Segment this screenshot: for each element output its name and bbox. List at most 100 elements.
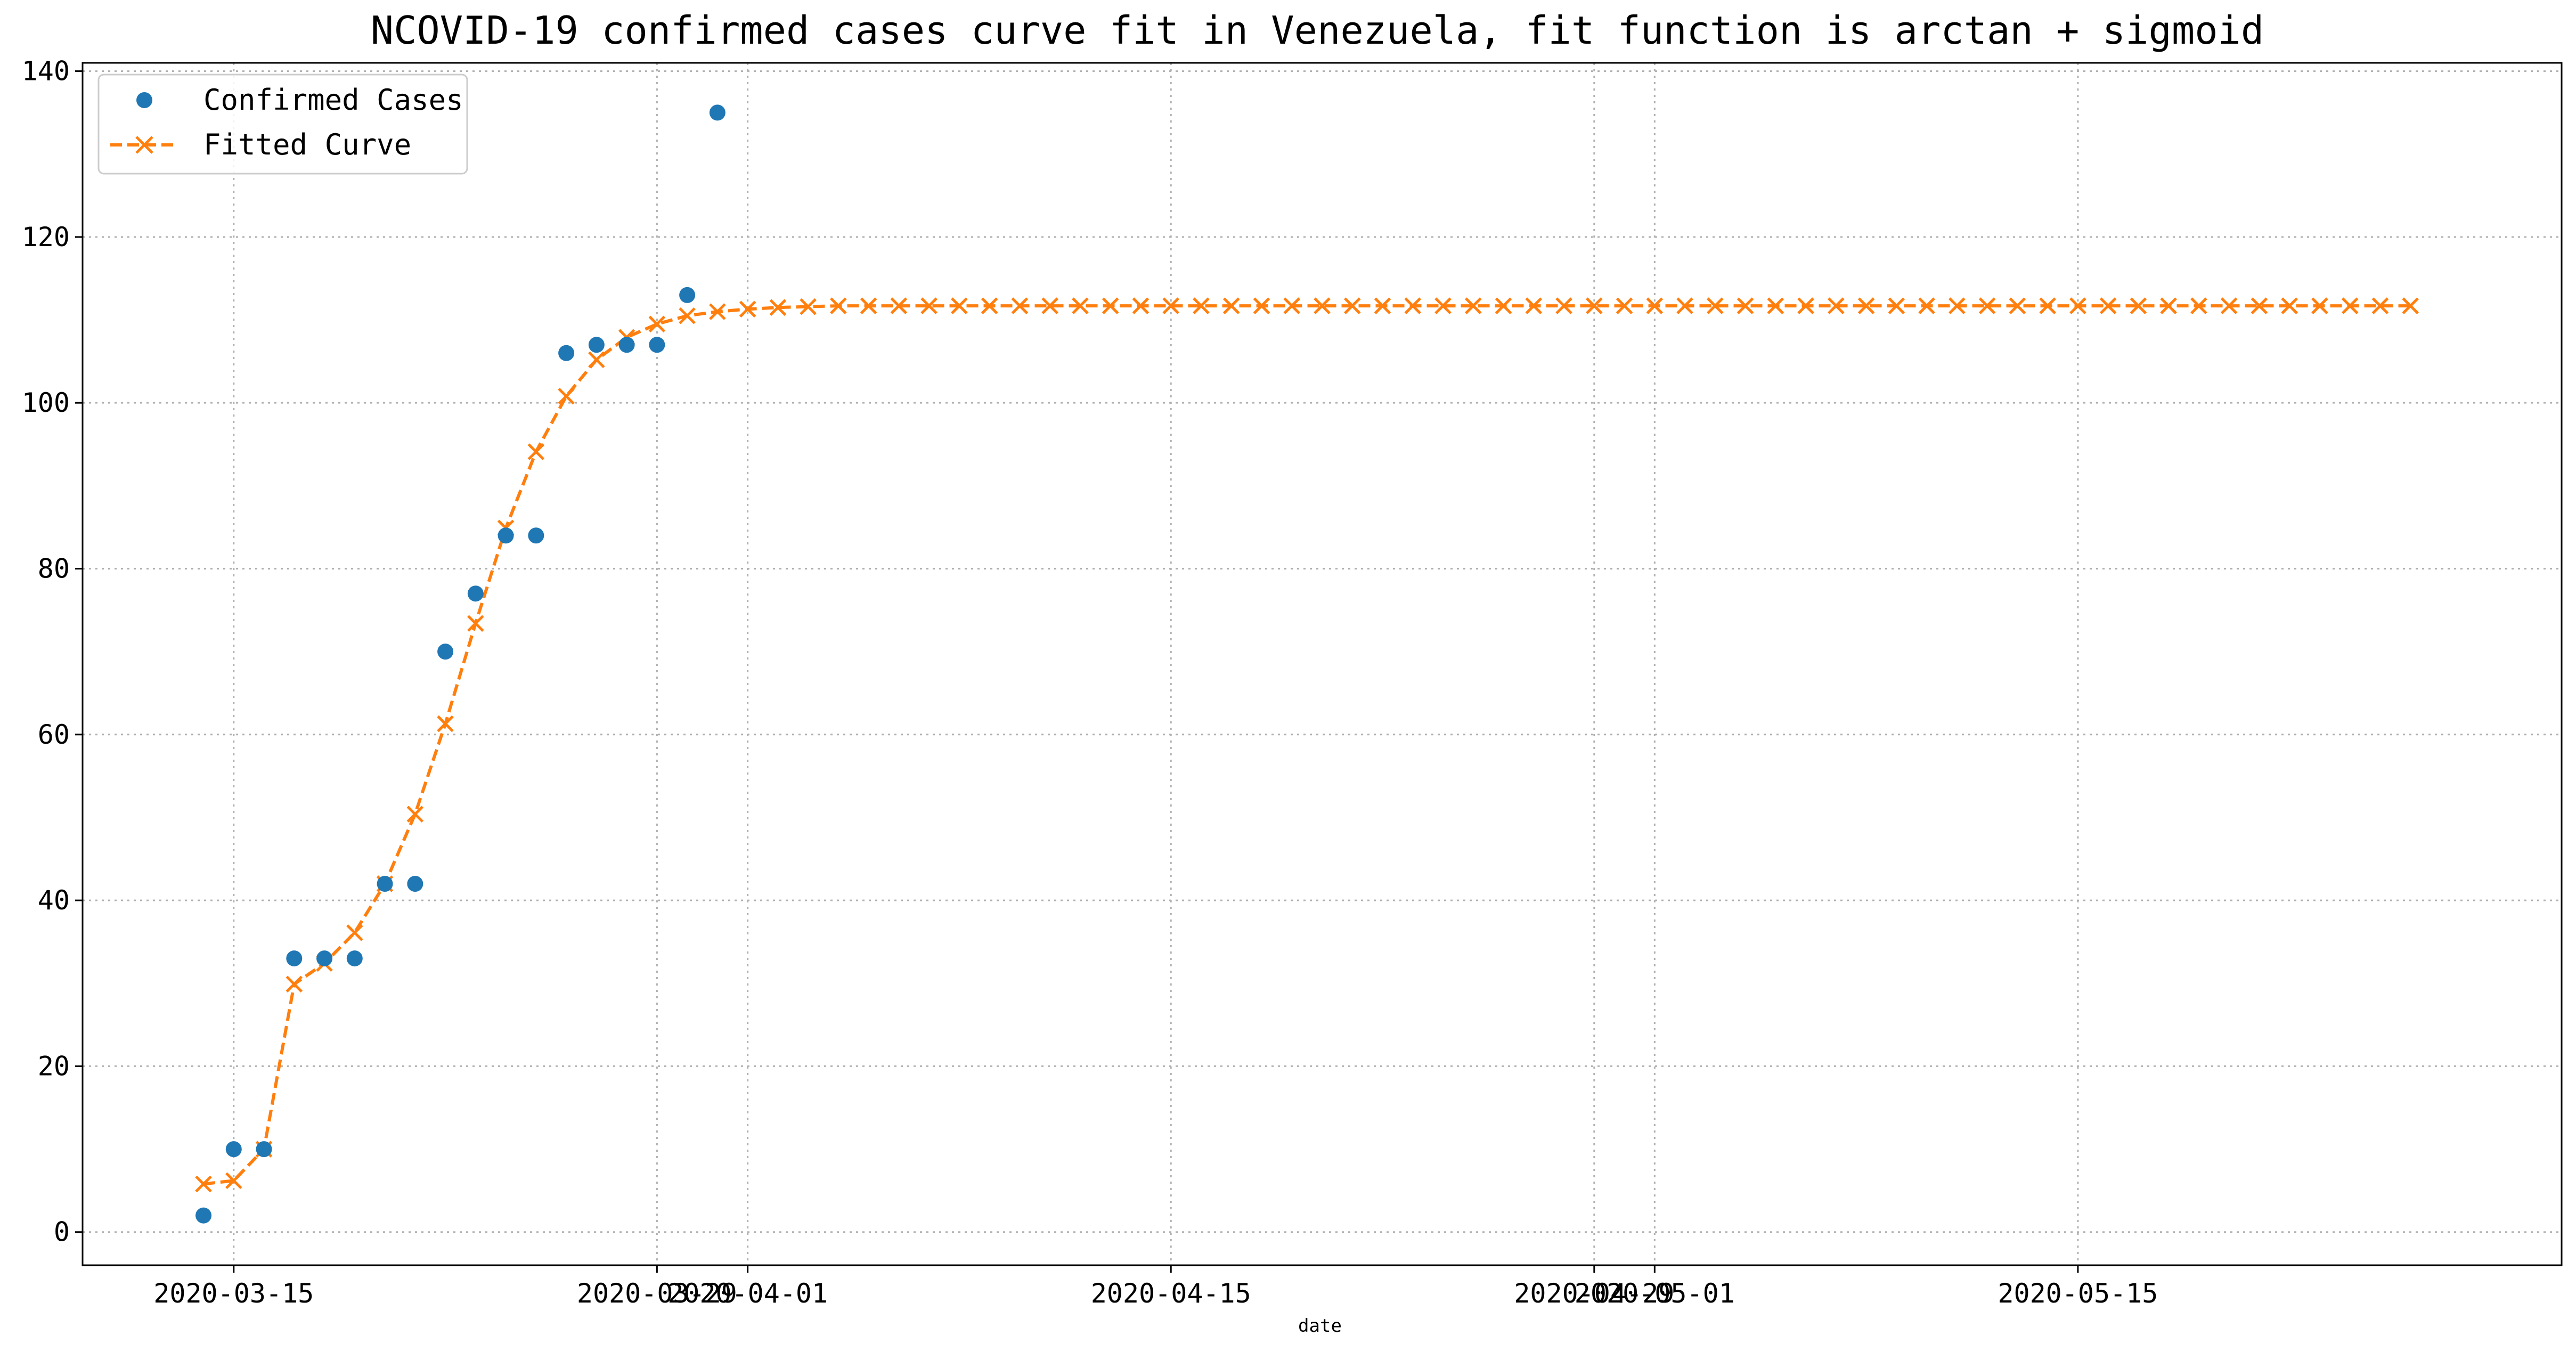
fitted-curve-point	[195, 1175, 212, 1193]
fitted-curve-point	[830, 297, 847, 314]
chart-title: NCOVID-19 confirmed cases curve fit in V…	[371, 8, 2264, 53]
confirmed-case-point	[377, 875, 393, 892]
fitted-curve-point	[2281, 297, 2298, 314]
fitted-curve-point	[800, 298, 817, 315]
fitted-curve-point	[588, 351, 605, 369]
fitted-curve-point	[648, 315, 666, 333]
fitted-curve-point	[2371, 297, 2389, 314]
confirmed-case-point	[225, 1141, 242, 1158]
y-tick-label: 40	[38, 885, 70, 916]
legend-marker-fitted-curve	[135, 136, 153, 154]
fitted-curve-point	[1283, 297, 1301, 314]
fitted-curve-point	[1555, 297, 1572, 314]
fitted-curve-point	[1253, 297, 1270, 314]
fitted-curve-point	[769, 299, 787, 316]
legend: Confirmed Cases Fitted Curve	[97, 74, 468, 175]
fitted-curve-point	[1676, 297, 1693, 314]
fitted-curve-point	[2190, 297, 2207, 314]
confirmed-case-point	[346, 950, 363, 967]
fitted-curve-point	[1737, 297, 1754, 314]
fitted-curve-line	[203, 304, 2411, 1186]
x-tick-label: 2020-04-15	[1091, 1278, 1251, 1309]
legend-box	[97, 74, 468, 175]
fitted-curve-point	[1586, 297, 1603, 314]
fitted-curve-point	[2220, 297, 2238, 314]
x-axis-label: date	[1298, 1315, 1342, 1337]
fitted-curve-point	[1072, 297, 1089, 314]
fitted-curve-point	[1646, 297, 1664, 314]
fitted-curve-point	[1828, 297, 1845, 314]
fitted-curve-point	[225, 1172, 242, 1189]
y-tick-label: 0	[54, 1217, 70, 1248]
confirmed-case-point	[498, 527, 514, 544]
y-tick-label: 20	[38, 1051, 70, 1081]
x-tick-label: 2020-04-01	[667, 1278, 828, 1309]
confirmed-case-point	[649, 337, 665, 353]
fitted-curve-point	[2251, 297, 2268, 314]
confirmed-case-point	[286, 950, 303, 967]
y-tick-label: 100	[22, 387, 70, 418]
x-tick-label: 2020-03-15	[153, 1278, 314, 1309]
confirmed-case-point	[316, 950, 333, 967]
fitted-curve-point	[1978, 297, 1996, 314]
fitted-curve-point	[1343, 297, 1361, 314]
fitted-curve-point	[1525, 297, 1543, 314]
confirmed-case-point	[558, 345, 575, 361]
fitted-curve-point	[437, 715, 454, 733]
legend-marker-confirmed-cases	[136, 92, 152, 108]
fitted-curve-point	[951, 297, 968, 314]
confirmed-case-point	[467, 585, 484, 602]
fitted-curve-point	[2130, 297, 2147, 314]
fitted-curve-point	[1132, 297, 1150, 314]
fitted-curve-point	[1918, 297, 1935, 314]
fitted-curve-point	[2311, 297, 2328, 314]
fitted-curve-point	[1434, 297, 1452, 314]
fitted-curve-point	[2039, 297, 2056, 314]
confirmed-case-point	[195, 1207, 212, 1224]
fitted-curve-point	[920, 297, 938, 314]
fitted-curve-point	[1011, 297, 1029, 314]
y-tick-label: 120	[22, 222, 70, 253]
grid	[83, 63, 2562, 1265]
fitted-curve-point	[1404, 297, 1422, 314]
y-tick-label: 80	[38, 553, 70, 584]
fitted-curve-point	[1193, 297, 1210, 314]
axes-frame	[81, 62, 2563, 1266]
x-tick-label: 2020-03-29	[577, 1278, 737, 1309]
fitted-curve-point	[1857, 297, 1875, 314]
fitted-curve-point	[1314, 297, 1331, 314]
fitted-curve-point	[2069, 297, 2086, 314]
confirmed-case-point	[588, 337, 605, 353]
confirmed-case-point	[407, 875, 423, 892]
fitted-curve-point	[679, 307, 696, 324]
fitted-curve-point	[1465, 297, 1482, 314]
fitted-curve-point	[1374, 297, 1391, 314]
fitted-curve-point	[1495, 297, 1512, 314]
fitted-curve-point	[709, 303, 726, 320]
x-tick-label: 2020-05-01	[1575, 1278, 1735, 1309]
fitted-curve-point	[1222, 297, 1240, 314]
x-tick-label: 2020-05-15	[1998, 1278, 2158, 1309]
fitted-curve-point	[1767, 297, 1784, 314]
fitted-curve-point	[1888, 297, 1905, 314]
x-tick-label: 2020-04-29	[1514, 1278, 1674, 1309]
fitted-curve-point	[890, 297, 908, 314]
fitted-curve-point	[406, 805, 424, 823]
fitted-curve-point	[739, 300, 756, 318]
confirmed-case-point	[618, 337, 635, 353]
fitted-curve-point	[558, 387, 575, 405]
fitted-curve-point	[981, 297, 998, 314]
confirmed-case-point	[679, 287, 696, 303]
fitted-curve-point	[1041, 297, 1058, 314]
fitted-curve-point	[1102, 297, 1119, 314]
fitted-curve-point	[346, 924, 363, 941]
confirmed-case-point	[437, 644, 454, 660]
legend-label-confirmed-cases: Confirmed Cases	[203, 83, 463, 117]
fitted-curve-point	[1162, 297, 1179, 314]
fitted-curve-point	[2402, 297, 2419, 314]
fitted-curve-point	[1707, 297, 1724, 314]
fitted-curve-point	[286, 975, 303, 993]
confirmed-case-point	[528, 527, 544, 544]
